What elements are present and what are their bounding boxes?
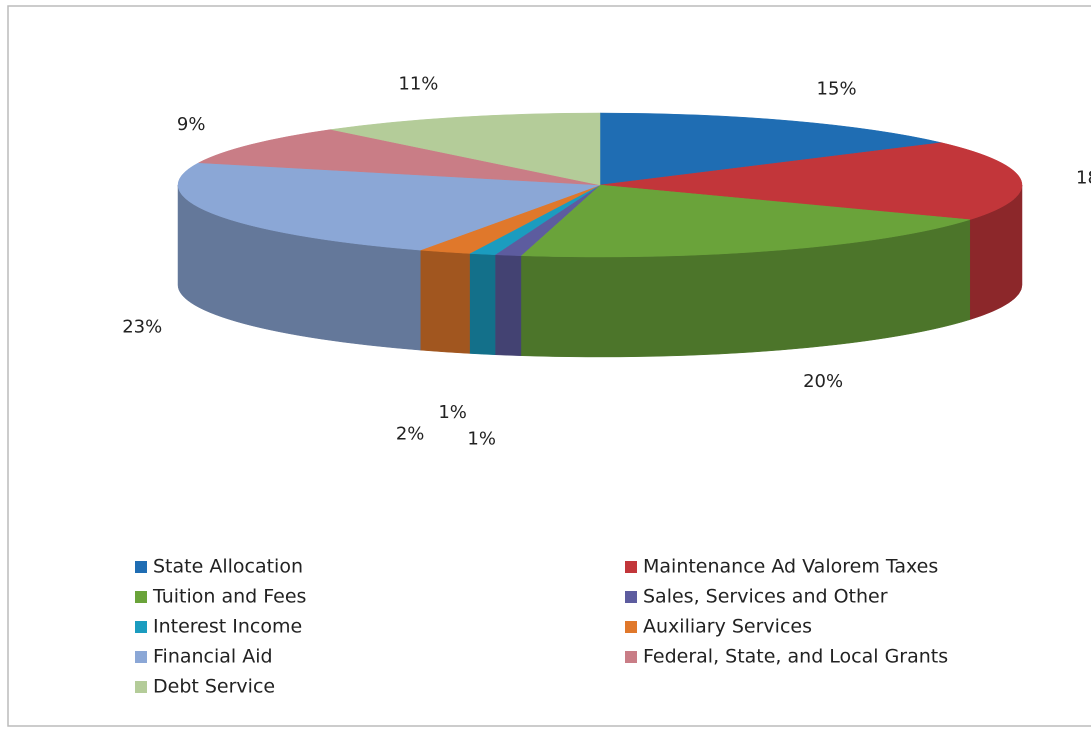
pie-slice (177, 162, 601, 251)
pie-slice (330, 112, 601, 186)
data-label: 2% (396, 423, 425, 444)
legend-swatch (135, 651, 147, 663)
data-label: 23% (122, 316, 162, 337)
legend-label: Debt Service (153, 676, 275, 698)
legend-label: Interest Income (153, 616, 302, 638)
data-label: 9% (177, 114, 206, 135)
legend-label: Maintenance Ad Valorem Taxes (643, 556, 938, 578)
legend-swatch (135, 681, 147, 693)
legend-swatch (625, 621, 637, 633)
legend-label: Sales, Services and Other (643, 586, 888, 608)
data-label: 15% (817, 79, 857, 100)
legend-label: Tuition and Fees (152, 586, 306, 608)
data-label: 1% (438, 402, 467, 423)
data-label: 11% (398, 73, 438, 94)
pie-slice-side (420, 249, 470, 354)
legend-swatch (135, 561, 147, 573)
pie-slice-side (469, 253, 496, 355)
pie-slice-side (494, 254, 522, 356)
legend-label: Auxiliary Services (643, 616, 812, 638)
data-label: 1% (467, 428, 496, 449)
legend-swatch (135, 621, 147, 633)
legend-swatch (625, 591, 637, 603)
pie-slice (599, 112, 942, 186)
legend-swatch (625, 561, 637, 573)
pie-slice (197, 129, 601, 186)
legend-label: Federal, State, and Local Grants (643, 646, 948, 668)
legend-label: State Allocation (153, 556, 303, 578)
pie-slice (599, 142, 1023, 220)
legend-label: Financial Aid (153, 646, 273, 668)
legend-swatch (135, 591, 147, 603)
data-label: 20% (803, 371, 843, 392)
legend-swatch (625, 651, 637, 663)
data-label: 18% (1076, 167, 1091, 188)
pie-slice (520, 184, 970, 258)
